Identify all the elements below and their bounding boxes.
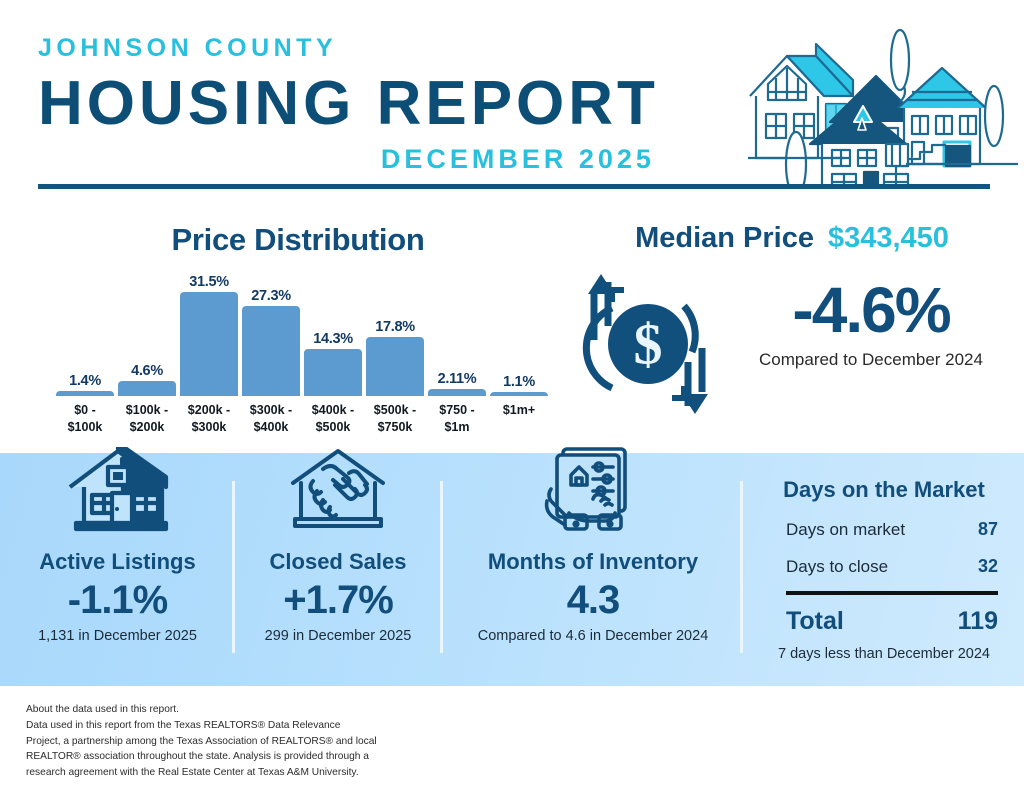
- chart-bar: [428, 389, 486, 396]
- stat-title: Months of Inventory: [487, 549, 699, 574]
- chart-bar-group: 27.3%: [242, 262, 300, 396]
- total-label: Total: [786, 607, 844, 635]
- handshake-house-icon: [240, 449, 436, 533]
- tablet-hand-icon: [450, 447, 736, 533]
- stat-months-inventory: Months of Inventory 4.3 Compared to 4.6 …: [450, 447, 736, 645]
- footer-disclaimer-line: Data used in this report from the Texas …: [26, 719, 341, 731]
- chart-bar: [180, 292, 238, 396]
- stat-title: Closed Sales: [269, 549, 407, 574]
- band-divider-1: [232, 481, 235, 653]
- chart-bar-value-label: 14.3%: [313, 330, 353, 347]
- chart-x-label: $400k - $500k: [311, 403, 355, 434]
- chart-bar-value-label: 2.11%: [437, 371, 477, 388]
- chart-bar-group: 31.5%: [180, 262, 238, 396]
- chart-bars: 1.4% 4.6% 31.5% 27.3% 14.3% 17.8% 2.11% 1.1%: [56, 262, 548, 396]
- footer-disclaimer-line: Project, a partnership among the Texas A…: [26, 735, 377, 747]
- chart-bar-value-label: 1.4%: [69, 373, 101, 390]
- header: JOHNSON COUNTY HOUSING REPORT DECEMBER 2…: [0, 0, 1024, 198]
- median-price-comparison: Compared to December 2024: [759, 350, 983, 369]
- stat-value: 4.3: [566, 578, 621, 622]
- days-note: 7 days less than December 2024: [778, 646, 990, 662]
- median-price-label: Median Price: [635, 222, 814, 254]
- chart-bar-value-label: 4.6%: [131, 362, 163, 379]
- chart-bar-value-label: 31.5%: [189, 274, 229, 291]
- chart-x-label: $500k - $750k: [373, 403, 417, 434]
- days-on-market-title: Days on the Market: [783, 477, 985, 502]
- county-kicker: JOHNSON COUNTY: [38, 34, 338, 62]
- stat-sub: 299 in December 2025: [264, 628, 412, 645]
- footer: About the data used in this report. Data …: [0, 686, 1024, 791]
- svg-text:$: $: [634, 312, 663, 377]
- stat-title: Active Listings: [39, 549, 196, 574]
- chart-bar-group: 1.1%: [490, 262, 548, 396]
- report-date: DECEMBER 2025: [380, 144, 655, 175]
- chart-bar: [242, 306, 300, 396]
- days-to-close-row: Days to close 32: [756, 556, 1012, 577]
- chart-x-label: $300k - $400k: [249, 403, 293, 434]
- total-value: 119: [957, 607, 998, 635]
- chart-bar-value-label: 1.1%: [503, 374, 535, 390]
- chart-bar-group: 14.3%: [304, 262, 362, 396]
- stat-sub: 1,131 in December 2025: [38, 628, 197, 645]
- chart-bar: [118, 380, 176, 396]
- footer-disclaimer: About the data used in this report. Data …: [26, 702, 396, 781]
- total-divider: [786, 591, 998, 595]
- price-distribution-title: Price Distribution: [171, 222, 425, 257]
- footer-disclaimer-line: REALTOR® association throughout the stat…: [26, 751, 369, 763]
- header-text-block: JOHNSON COUNTY HOUSING REPORT DECEMBER 2…: [38, 36, 659, 175]
- row-value: 32: [977, 556, 998, 576]
- row-label: Days to close: [786, 557, 889, 576]
- stat-value: -1.1%: [67, 578, 169, 622]
- days-on-market-row: Days on market 87: [756, 519, 1012, 540]
- chart-x-label: $200k - $300k: [187, 403, 231, 434]
- median-price-change-block: -4.6% Compared to December 2024: [726, 278, 1016, 370]
- stats-band: Active Listings -1.1% 1,131 in December …: [0, 447, 1024, 686]
- band-divider-3: [740, 481, 743, 653]
- chart-x-label: $750 - $1m: [439, 403, 475, 434]
- chart-bar-value-label: 17.8%: [375, 319, 415, 336]
- stat-sub: Compared to 4.6 in December 2024: [477, 628, 709, 645]
- footer-disclaimer-line: research agreement with the Real Estate …: [26, 767, 359, 779]
- chart-bar: [304, 348, 362, 396]
- chart-bar-group: 17.8%: [366, 262, 424, 396]
- chart-bar-value-label: 27.3%: [251, 288, 291, 305]
- days-on-market-panel: Days on the Market Days on market 87 Day…: [756, 477, 1012, 662]
- chart-bar-group: 1.4%: [56, 262, 114, 396]
- stat-value: +1.7%: [283, 578, 394, 622]
- price-distribution-chart: 1.4% 4.6% 31.5% 27.3% 14.3% 17.8% 2.11% 1.1% $0…: [56, 262, 548, 440]
- page-title: HOUSING REPORT: [38, 69, 659, 138]
- chart-bar: [490, 392, 548, 396]
- chart-x-label: $100k - $200k: [125, 403, 169, 434]
- house-icon: [10, 447, 225, 533]
- band-divider-2: [440, 481, 443, 653]
- stat-active-listings: Active Listings -1.1% 1,131 in December …: [10, 447, 225, 645]
- chart-x-labels: $0 - $100k $100k - $200k $200k - $300k $300k -…: [56, 402, 548, 436]
- chart-bar: [366, 337, 424, 396]
- chart-x-label: $1m+: [502, 403, 536, 417]
- chart-bar: [56, 391, 114, 396]
- chart-bar-group: 4.6%: [118, 262, 176, 396]
- header-divider: [38, 184, 990, 189]
- stat-closed-sales: Closed Sales +1.7% 299 in December 2025: [240, 449, 436, 645]
- median-price-amount: $343,450: [827, 222, 949, 254]
- median-price-heading: Median Price $343,450: [560, 222, 1024, 255]
- median-price-change: -4.6%: [792, 274, 951, 346]
- dollar-cycle-icon: $: [572, 268, 724, 420]
- row-value: 87: [977, 519, 998, 539]
- days-total-row: Total 119: [756, 607, 1012, 636]
- chart-bar-group: 2.11%: [428, 262, 486, 396]
- neighborhood-houses-illustration: [748, 18, 1018, 198]
- chart-x-label: $0 - $100k: [67, 403, 103, 434]
- footer-disclaimer-line: About the data used in this report.: [26, 704, 179, 715]
- row-label: Days on market: [786, 520, 906, 539]
